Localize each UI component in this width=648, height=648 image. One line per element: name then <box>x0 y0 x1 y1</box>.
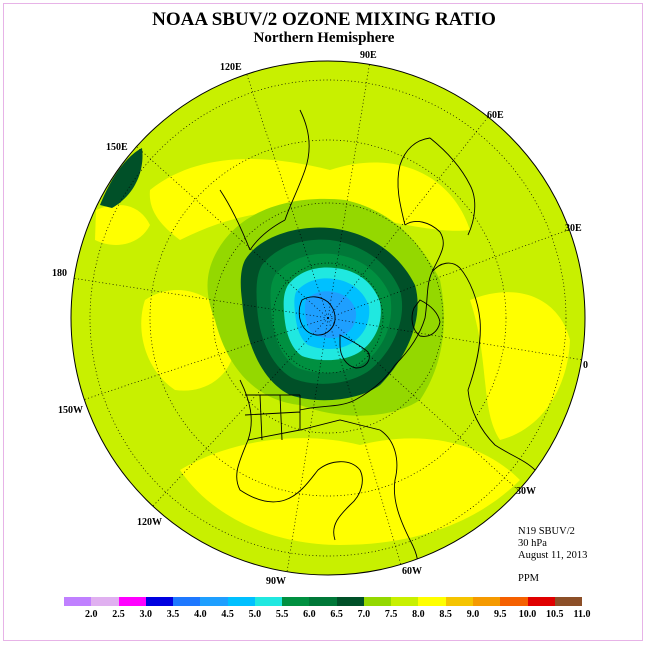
colorbar-tick-label: 3.0 <box>139 609 153 620</box>
colorbar-tick-label: 7.0 <box>357 609 371 620</box>
colorbar-tick-label: 8.5 <box>439 609 452 620</box>
colorbar-tick-label: 11.0 <box>573 609 591 620</box>
colorbar-swatch <box>282 597 310 606</box>
lon-label-60w: 60W <box>402 566 422 577</box>
colorbar-swatch <box>445 597 473 606</box>
colorbar-swatch <box>472 597 501 606</box>
lon-label-0: 0 <box>583 360 588 371</box>
colorbar-tick-label: 7.5 <box>384 609 398 620</box>
colorbar-swatch <box>336 597 364 606</box>
ozone-field <box>71 61 585 575</box>
map-subtitle: Northern Hemisphere <box>253 30 395 46</box>
band-7-0-northwest <box>100 148 143 208</box>
colorbar-tick-label: 6.0 <box>303 609 316 620</box>
lon-label-150e: 150E <box>106 142 128 153</box>
lon-label-120e: 120E <box>220 62 242 73</box>
date-label: August 11, 2013 <box>518 550 588 561</box>
colorbar-swatch <box>200 597 228 606</box>
colorbar-tick-label: 3.5 <box>166 609 180 620</box>
lon-label-30w: 30W <box>516 486 536 497</box>
colorbar <box>64 597 583 606</box>
lon-label-30e: 30E <box>565 223 582 234</box>
lon-label-120w: 120W <box>137 517 162 528</box>
lon-label-150w: 150W <box>58 405 83 416</box>
lon-label-180: 180 <box>52 268 67 279</box>
high-region-south <box>180 438 520 545</box>
high-region-east <box>470 292 570 440</box>
high-region-northwest <box>95 205 150 245</box>
colorbar-swatch <box>527 597 555 606</box>
colorbar-swatch <box>173 597 201 606</box>
figure-frame <box>3 3 643 641</box>
colorbar-swatch <box>254 597 283 606</box>
colorbar-swatch <box>118 597 146 606</box>
colorbar-swatch <box>309 597 337 606</box>
colorbar-swatch <box>145 597 174 606</box>
colorbar-tick-label: 9.5 <box>493 609 507 620</box>
colorbar-tick-label: 5.5 <box>275 609 289 620</box>
pressure-level-label: 30 hPa <box>518 538 547 549</box>
colorbar-swatch <box>554 597 583 606</box>
colorbar-swatch <box>418 597 446 606</box>
colorbar-swatch <box>64 597 92 606</box>
colorbar-tick-label: 4.0 <box>194 609 207 620</box>
lon-label-90w: 90W <box>266 576 286 587</box>
colorbar-tick-label: 2.5 <box>112 609 125 620</box>
instrument-label: N19 SBUV/2 <box>518 526 575 537</box>
graticule <box>71 61 584 573</box>
colorbar-tick-label: 5.0 <box>248 609 262 620</box>
colorbar-tick-label: 6.5 <box>330 609 343 620</box>
colorbar-tick-label: 2.0 <box>85 609 98 620</box>
colorbar-tick-label: 8.0 <box>412 609 425 620</box>
colorbar-tick-label: 10.5 <box>545 609 564 620</box>
units-label: PPM <box>518 573 540 584</box>
disc-outline <box>70 60 586 576</box>
colorbar-swatch <box>227 597 255 606</box>
lon-label-60e: 60E <box>487 110 504 121</box>
colorbar-tick-label: 10.0 <box>518 609 537 620</box>
colorbar-swatch <box>91 597 119 606</box>
colorbar-tick-label: 9.0 <box>466 609 480 620</box>
colorbar-swatch <box>363 597 392 606</box>
map-title: NOAA SBUV/2 OZONE MIXING RATIO <box>152 9 496 30</box>
colorbar-swatch <box>391 597 419 606</box>
colorbar-tick-label: 4.5 <box>221 609 234 620</box>
high-region-west <box>141 290 236 391</box>
colorbar-swatch <box>500 597 528 606</box>
lon-label-90e: 90E <box>360 50 377 61</box>
